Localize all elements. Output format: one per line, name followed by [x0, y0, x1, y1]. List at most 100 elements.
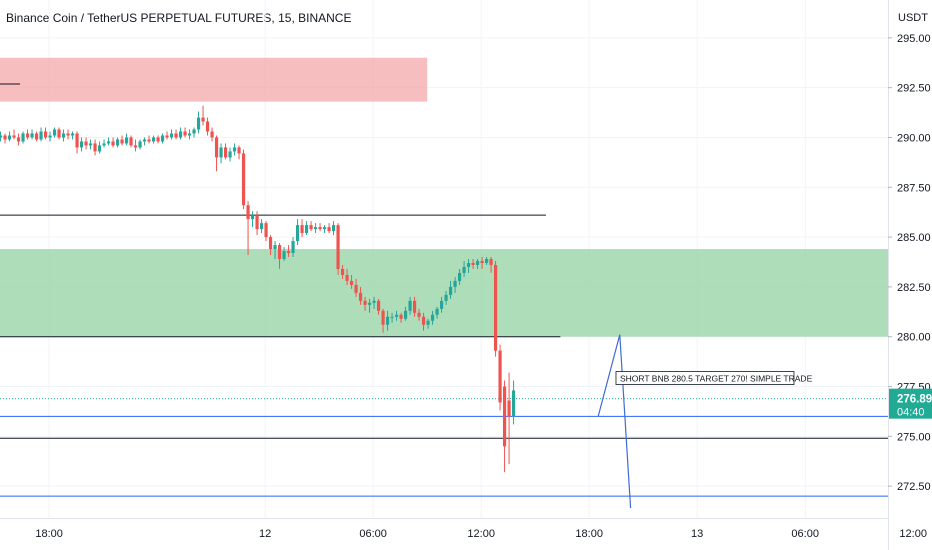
- candle: [156, 135, 160, 144]
- candle-body: [300, 225, 304, 234]
- candle-body: [444, 294, 448, 301]
- candle-body: [484, 259, 489, 263]
- candle-body: [367, 302, 372, 305]
- supply-zone: [0, 57, 428, 102]
- candle: [120, 135, 124, 146]
- candle-body: [102, 143, 106, 146]
- candle-body: [169, 133, 174, 138]
- candle: [462, 260, 466, 277]
- candle-body: [52, 129, 57, 136]
- candle: [399, 312, 403, 323]
- candle-body: [34, 133, 39, 140]
- candle-body: [385, 316, 390, 325]
- candle-body: [403, 310, 408, 319]
- candle-body: [25, 133, 30, 138]
- candle: [331, 221, 336, 236]
- candle: [304, 221, 309, 236]
- candle-body: [160, 135, 165, 142]
- y-tick-label: 285.00: [897, 232, 931, 244]
- candle-body: [457, 272, 462, 281]
- x-tick-label: 18:00: [575, 528, 603, 540]
- candle: [151, 135, 156, 144]
- candle-body: [498, 350, 502, 403]
- candle-body: [489, 259, 493, 265]
- y-tick-label: 295.00: [897, 33, 931, 45]
- candle-body: [291, 241, 295, 254]
- candle: [300, 219, 304, 238]
- candle-body: [435, 308, 439, 315]
- candle: [241, 149, 246, 210]
- candle: [39, 127, 43, 142]
- candle: [21, 131, 25, 144]
- candle-body: [79, 141, 84, 148]
- candle-body: [228, 151, 232, 158]
- candle: [165, 131, 169, 140]
- candle-body: [322, 227, 327, 230]
- x-tick-label: 06:00: [791, 528, 819, 540]
- candle: [466, 259, 471, 273]
- candle-body: [502, 386, 507, 447]
- candle: [264, 221, 268, 242]
- candle: [133, 139, 138, 152]
- candle-body: [3, 135, 7, 140]
- candle-body: [390, 316, 394, 318]
- candle-body: [223, 147, 228, 158]
- candle-body: [399, 314, 403, 319]
- candle-body: [214, 137, 219, 158]
- candle: [340, 264, 345, 279]
- candle: [115, 137, 120, 148]
- candle: [336, 223, 340, 275]
- y-tick-label: 290.00: [897, 132, 931, 144]
- candle-body: [268, 237, 273, 250]
- candle: [255, 211, 259, 236]
- candle-body: [471, 262, 475, 265]
- x-tick-label: 13: [691, 528, 703, 540]
- candle-body: [115, 139, 120, 146]
- candle-body: [205, 121, 210, 132]
- candle: [417, 308, 421, 321]
- candle-body: [129, 137, 133, 146]
- candle-body: [264, 223, 268, 238]
- candle-body: [192, 129, 196, 134]
- last-price-badge-bg: [889, 388, 932, 419]
- candle: [448, 280, 453, 299]
- candle-body: [376, 300, 381, 311]
- candle: [381, 308, 385, 333]
- candle: [210, 127, 214, 142]
- candle-body: [277, 245, 282, 259]
- candle: [138, 139, 142, 150]
- candle-body: [345, 274, 349, 281]
- candle-body: [313, 227, 318, 230]
- currency-label: USDT: [898, 12, 928, 24]
- candle-body: [412, 300, 417, 313]
- candle: [309, 221, 313, 232]
- last-price-countdown: 04:40: [897, 407, 925, 419]
- candle-body: [210, 131, 214, 138]
- candle: [70, 131, 75, 140]
- candle: [363, 296, 367, 311]
- candle: [61, 129, 66, 142]
- candle-body: [88, 143, 93, 146]
- candle: [291, 237, 295, 258]
- candle-body: [12, 135, 16, 138]
- candle: [502, 380, 507, 473]
- candle: [349, 274, 354, 289]
- candle-body: [381, 310, 385, 325]
- candle-body: [349, 280, 354, 285]
- candle-body: [178, 131, 183, 138]
- candle: [498, 344, 502, 411]
- candle: [439, 296, 444, 313]
- candle: [12, 129, 16, 140]
- candle: [295, 219, 300, 246]
- candle: [457, 268, 462, 285]
- candle-body: [426, 320, 430, 325]
- price-axis: [888, 0, 932, 550]
- candle: [493, 260, 498, 357]
- candle: [282, 247, 286, 261]
- candle: [489, 257, 493, 273]
- candle: [471, 259, 475, 269]
- candle-body: [156, 137, 160, 142]
- candle-body: [57, 129, 61, 138]
